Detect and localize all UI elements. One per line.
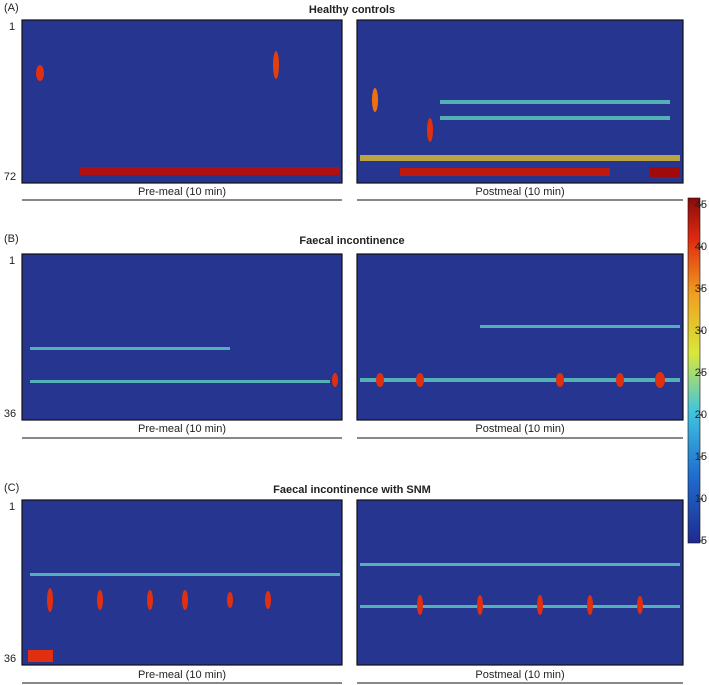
- x-caption: Pre-meal (10 min): [138, 423, 226, 435]
- x-caption: Postmeal (10 min): [475, 423, 564, 435]
- y-bottom-label: 36: [4, 653, 16, 665]
- colorbar-tick-label: 15: [695, 451, 707, 463]
- x-caption: Postmeal (10 min): [475, 186, 564, 198]
- colorbar-tick-label: 45: [695, 199, 707, 211]
- panel-title: Faecal incontinence with SNM: [273, 484, 431, 496]
- panel-title: Healthy controls: [309, 4, 395, 16]
- colorbar: [687, 197, 701, 544]
- panel-title: Faecal incontinence: [299, 235, 404, 247]
- colorbar-tick-label: 30: [695, 325, 707, 337]
- colorbar-tick-label: 5: [701, 535, 707, 547]
- colorbar-tick-label: 10: [695, 493, 707, 505]
- panel-label: (C): [4, 482, 19, 494]
- x-caption: Pre-meal (10 min): [138, 186, 226, 198]
- heatmap-decoration: [21, 19, 684, 666]
- y-top-label: 1: [9, 255, 15, 267]
- x-caption: Pre-meal (10 min): [138, 669, 226, 681]
- colorbar-tick-label: 20: [695, 409, 707, 421]
- colorbar-tick-label: 40: [695, 241, 707, 253]
- colorbar-tick-label: 35: [695, 283, 707, 295]
- y-bottom-label: 72: [4, 171, 16, 183]
- y-top-label: 1: [9, 501, 15, 513]
- panel-label: (B): [4, 233, 19, 245]
- colorbar-tick-label: 25: [695, 367, 707, 379]
- panel-label: (A): [4, 2, 19, 14]
- y-top-label: 1: [9, 21, 15, 33]
- x-caption: Postmeal (10 min): [475, 669, 564, 681]
- y-bottom-label: 36: [4, 408, 16, 420]
